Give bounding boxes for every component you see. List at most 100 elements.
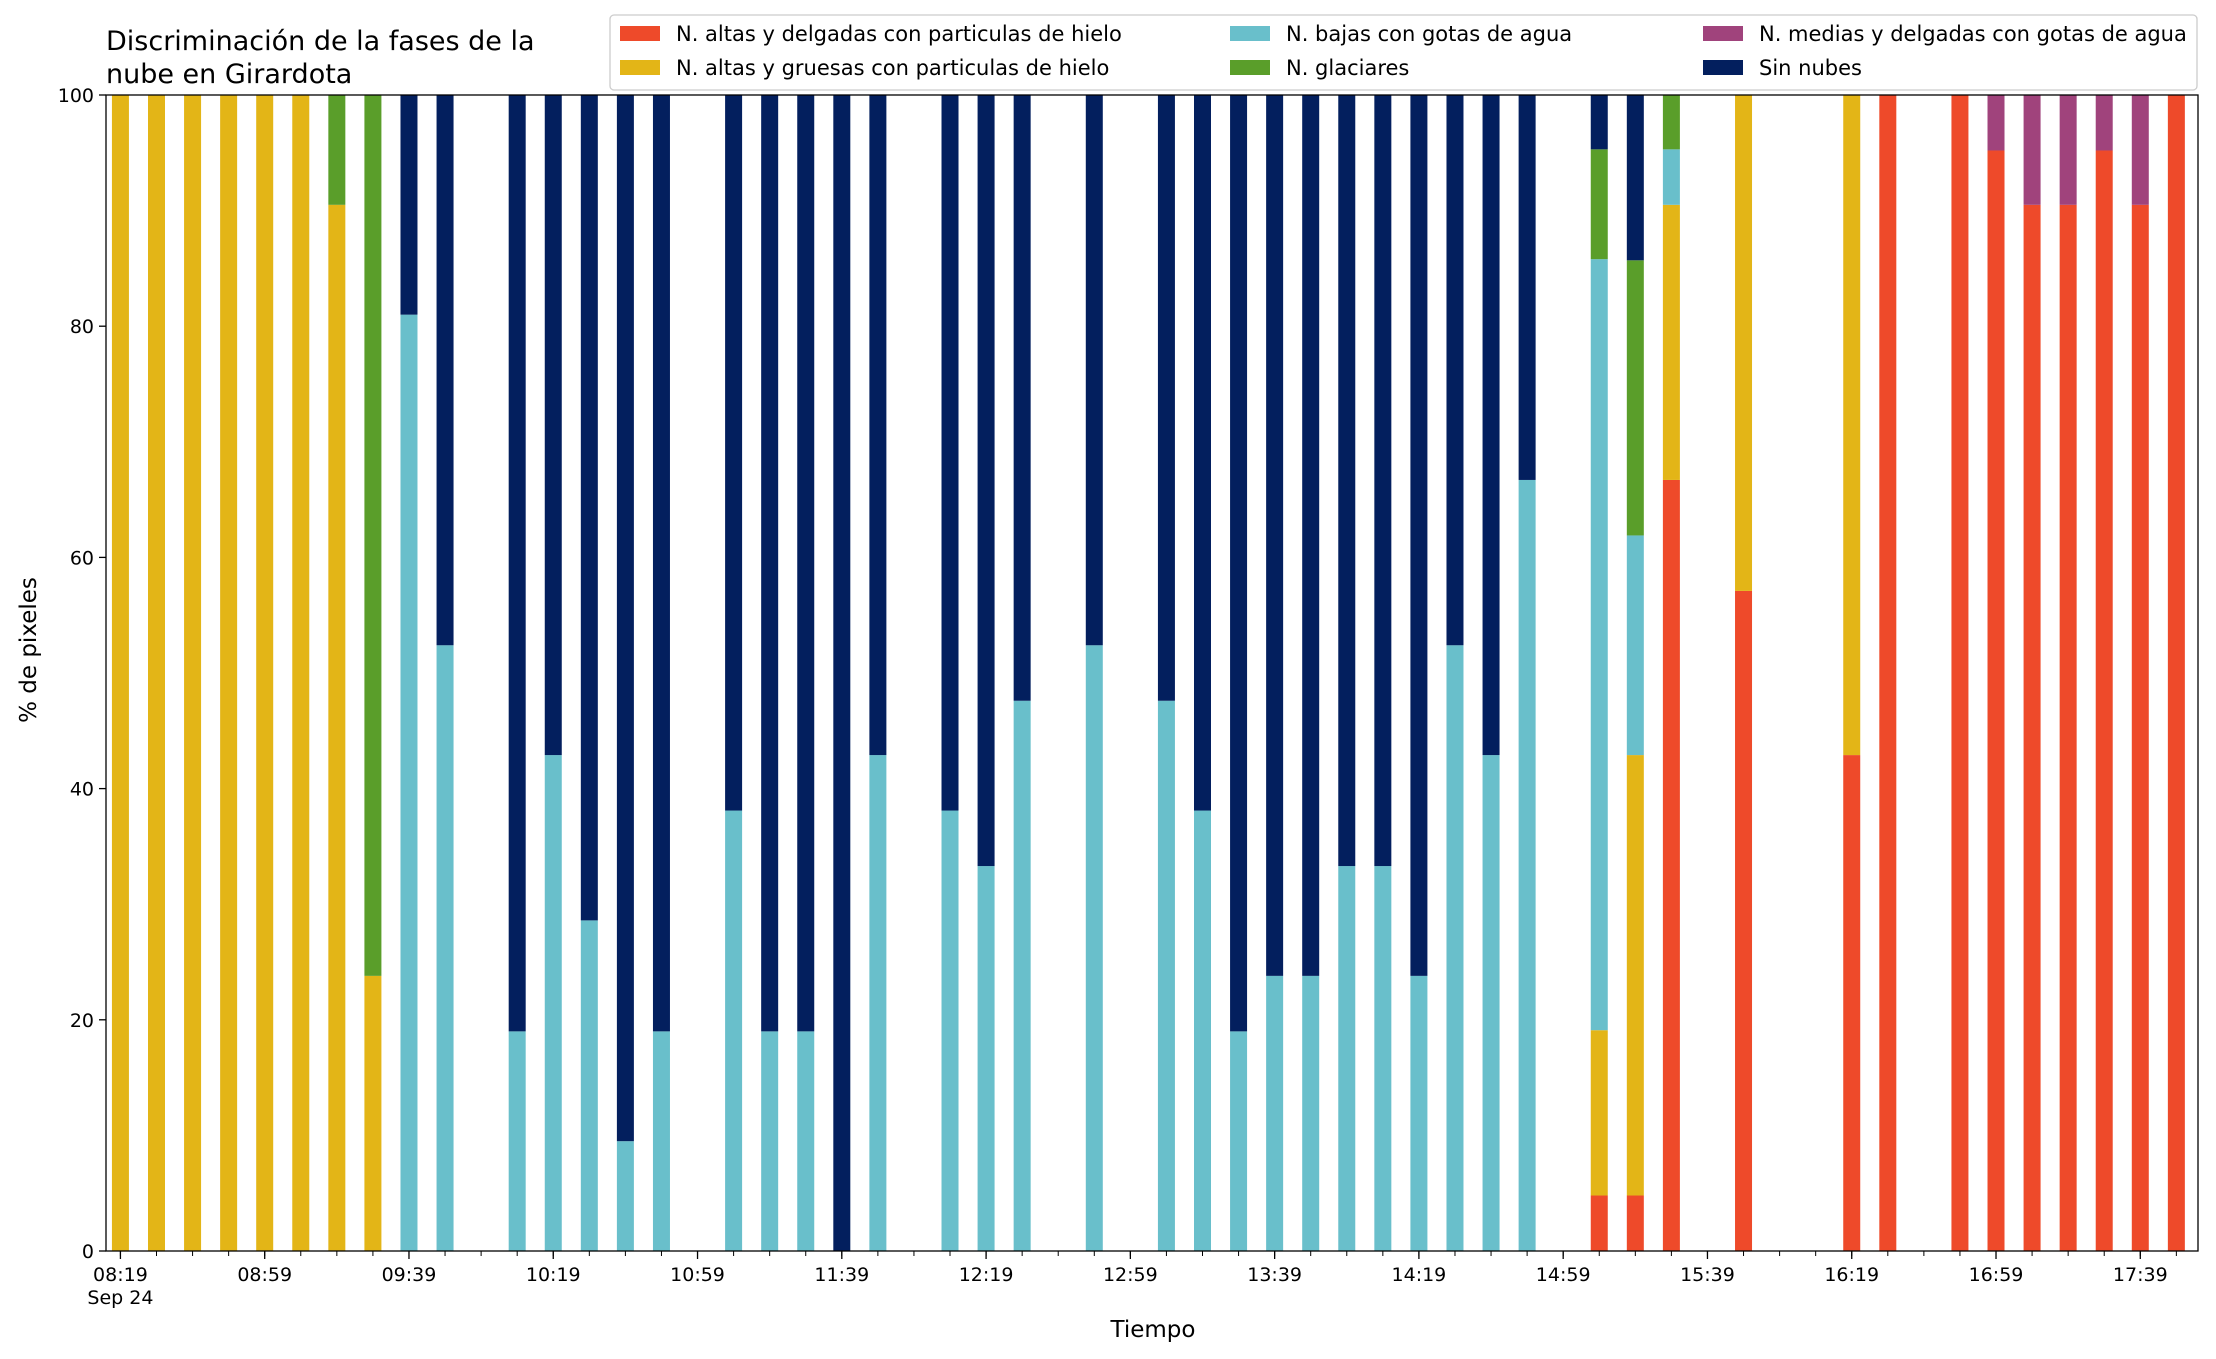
bar-segment-baja_agua <box>616 1141 634 1251</box>
legend-item-media_delgada_agua: N. medias y delgadas con gotas de agua <box>1703 22 2187 46</box>
x-tick-label: 09:39 <box>382 1264 437 1286</box>
x-tick-label: 16:19 <box>1824 1264 1879 1286</box>
bar-segment-media_delgada_agua <box>2131 95 2149 205</box>
bar-stack-1009 <box>508 95 526 1251</box>
bar-stack-1039 <box>616 95 634 1251</box>
bar-segment-sin_nubes <box>1482 95 1500 756</box>
legend-swatch <box>1703 60 1743 75</box>
bar-segment-alta_gruesa_hielo <box>220 95 238 1251</box>
bar-segment-alta_delgada_hielo <box>1662 479 1680 1251</box>
bar-stack-1749 <box>2167 95 2185 1251</box>
legend-label: N. medias y delgadas con gotas de agua <box>1759 22 2187 46</box>
legend-box <box>609 14 2198 91</box>
x-tick-label: 16:59 <box>1969 1264 2024 1286</box>
bar-segment-baja_agua <box>1194 810 1211 1251</box>
bar-stack-1119 <box>761 95 779 1251</box>
bar-stack-1029 <box>580 95 598 1251</box>
bar-stack-1319 <box>1194 95 1211 1251</box>
y-tick-label: 60 <box>70 547 94 569</box>
bar-segment-sin_nubes <box>869 95 887 756</box>
bar-segment-alta_delgada_hielo <box>2023 204 2041 1251</box>
bar-segment-sin_nubes <box>544 95 562 756</box>
bar-segment-alta_gruesa_hielo <box>148 95 165 1251</box>
x-axis-label: Tiempo <box>1110 1317 1196 1343</box>
bar-segment-sin_nubes <box>1157 95 1175 701</box>
x-tick-label: 10:19 <box>526 1264 581 1286</box>
bar-segment-sin_nubes <box>400 95 418 315</box>
bar-segment-baja_agua <box>1482 755 1500 1251</box>
legend-label: N. altas y delgadas con particulas de hi… <box>676 22 1122 46</box>
bar-stack-0929 <box>364 95 382 1251</box>
bar-stack-1229 <box>1013 95 1031 1251</box>
bar-segment-sin_nubes <box>1518 95 1536 480</box>
bar-segment-alta_delgada_hielo <box>1951 95 1969 1251</box>
bar-stack-1309 <box>1157 95 1175 1251</box>
bar-segment-glaciares <box>1626 260 1644 536</box>
bar-segment-baja_agua <box>544 755 562 1251</box>
bar-segment-alta_delgada_hielo <box>1590 1195 1608 1251</box>
bar-stack-1049 <box>652 95 670 1251</box>
bar-segment-alta_delgada_hielo <box>1843 755 1861 1251</box>
bar-segment-alta_delgada_hielo <box>1626 1195 1644 1251</box>
bar-stack-0939 <box>400 95 418 1251</box>
bar-segment-baja_agua <box>400 314 418 1251</box>
x-tick-label: 08:19 <box>93 1264 148 1286</box>
y-tick-label: 40 <box>70 779 94 801</box>
bar-stack-1649 <box>1951 95 1969 1251</box>
legend-swatch <box>1703 26 1743 41</box>
x-tick-label: 14:19 <box>1392 1264 1447 1286</box>
bar-segment-baja_agua <box>580 920 598 1251</box>
bar-stack-1709 <box>2023 95 2041 1251</box>
bar-segment-media_delgada_agua <box>2095 95 2113 151</box>
chart-title-line-1: Discriminación de la fases de la <box>106 26 535 57</box>
plot-frame <box>105 94 2199 1252</box>
legend-item-alta_delgada_hielo: N. altas y delgadas con particulas de hi… <box>620 22 1122 46</box>
bar-stack-0839 <box>184 95 202 1251</box>
bar-segment-baja_agua <box>869 755 887 1251</box>
bar-segment-alta_gruesa_hielo <box>1590 1030 1608 1196</box>
bar-stack-0859 <box>256 95 274 1251</box>
bar-segment-sin_nubes <box>1266 95 1284 976</box>
bar-segment-alta_gruesa_hielo <box>292 95 310 1251</box>
bar-segment-baja_agua <box>1302 975 1320 1251</box>
bar-segment-sin_nubes <box>616 95 634 1142</box>
bar-stack-0829 <box>148 95 165 1251</box>
bar-stack-1529 <box>1662 95 1680 1251</box>
bar-segment-alta_delgada_hielo <box>2167 95 2185 1251</box>
legend-label: N. glaciares <box>1286 56 1409 80</box>
axes-layer: 0 20 40 60 80 100 08:19 08:59 09:39 10:19 10:59 11:… <box>58 85 2199 1309</box>
bar-segment-sin_nubes <box>1230 95 1248 1032</box>
bar-segment-sin_nubes <box>1085 95 1103 646</box>
bar-stack-1629 <box>1879 95 1897 1251</box>
bar-segment-alta_delgada_hielo <box>1879 95 1897 1251</box>
bar-segment-media_delgada_agua <box>1987 95 2005 151</box>
bar-segment-alta_delgada_hielo <box>1735 590 1753 1251</box>
legend-swatch <box>620 26 660 41</box>
bar-stack-0949 <box>436 95 454 1251</box>
bar-segment-sin_nubes <box>1626 95 1644 261</box>
bar-segment-alta_gruesa_hielo <box>328 204 346 1251</box>
x-tick-label: 12:19 <box>959 1264 1014 1286</box>
bar-stack-1549 <box>1735 95 1753 1251</box>
bar-segment-sin_nubes <box>941 95 959 811</box>
bar-segment-sin_nubes <box>1338 95 1356 867</box>
bar-stack-1019 <box>544 95 562 1251</box>
bar-segment-baja_agua <box>508 1031 526 1251</box>
bar-segment-baja_agua <box>436 645 454 1251</box>
bar-segment-baja_agua <box>1374 866 1392 1251</box>
x-tick-label: 13:39 <box>1247 1264 1302 1286</box>
bar-segment-sin_nubes <box>436 95 454 646</box>
bar-segment-sin_nubes <box>508 95 526 1032</box>
bar-stack-1329 <box>1230 95 1248 1251</box>
y-tick-label: 20 <box>70 1010 94 1032</box>
bar-segment-baja_agua <box>1590 259 1608 1031</box>
bar-stack-1439 <box>1482 95 1500 1251</box>
bar-segment-sin_nubes <box>1410 95 1428 976</box>
bar-segment-baja_agua <box>1446 645 1464 1251</box>
bar-segment-alta_gruesa_hielo <box>256 95 274 1251</box>
bar-stack-1109 <box>725 95 743 1251</box>
legend-label: N. bajas con gotas de agua <box>1286 22 1572 46</box>
bar-stack-1349 <box>1302 95 1320 1251</box>
bar-segment-baja_agua <box>761 1031 779 1251</box>
bar-segment-baja_agua <box>652 1031 670 1251</box>
